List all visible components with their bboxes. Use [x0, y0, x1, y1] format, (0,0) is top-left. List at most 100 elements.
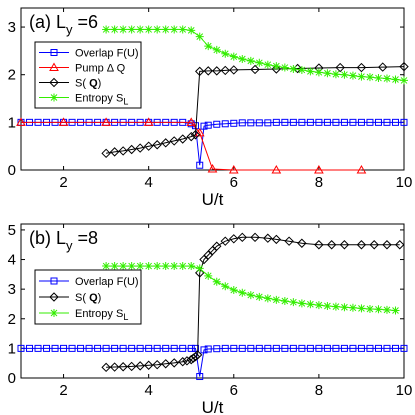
data-point: [272, 344, 280, 352]
data-point: [349, 344, 357, 352]
legend-marker: [49, 77, 59, 88]
data-point: [16, 117, 26, 126]
legend-marker: [50, 309, 58, 317]
data-point: [182, 356, 192, 366]
data-point: [17, 344, 25, 352]
data-point: [220, 236, 230, 246]
data-point: [178, 134, 188, 144]
data-point: [200, 346, 208, 354]
data-point: [135, 361, 145, 371]
x-axis-title: U/t: [202, 398, 224, 415]
data-point: [191, 344, 199, 352]
data-point: [207, 164, 218, 173]
data-point: [237, 232, 247, 243]
data-point: [306, 344, 314, 352]
data-point: [109, 147, 120, 157]
data-point: [178, 357, 188, 367]
data-point: [58, 117, 69, 126]
data-point: [289, 344, 297, 352]
series-2: [101, 61, 409, 159]
data-point: [190, 130, 201, 140]
data-point: [314, 301, 323, 310]
data-point: [247, 344, 255, 352]
x-tick-label: 10: [396, 382, 413, 399]
data-point: [357, 72, 366, 81]
data-point: [170, 344, 178, 352]
data-point: [212, 241, 222, 251]
legend-label-sub: L: [123, 97, 128, 107]
data-point: [391, 75, 400, 84]
legend: Overlap F(U) Pump Δ Q S( Q) Entropy SL: [34, 41, 142, 109]
data-point: [228, 164, 239, 174]
data-point: [306, 300, 315, 309]
data-point: [187, 26, 196, 35]
data-point: [192, 350, 203, 360]
data-point: [213, 345, 221, 353]
data-point: [178, 25, 187, 34]
plot-frame: [20, 223, 405, 379]
data-point: [143, 117, 154, 126]
data-point: [195, 32, 204, 41]
data-point: [356, 164, 367, 174]
x-tick-label: 6: [230, 382, 238, 399]
data-point: [374, 344, 382, 352]
data-point: [264, 119, 272, 127]
data-point: [289, 64, 298, 73]
data-point: [255, 292, 264, 301]
x-tick-label: 4: [144, 174, 152, 191]
data-point: [395, 240, 405, 250]
legend-label-main: Pump Δ Q: [75, 63, 126, 75]
data-point: [187, 344, 195, 352]
data-point: [340, 70, 349, 79]
data-point: [306, 118, 314, 126]
data-point: [271, 64, 282, 74]
data-point: [348, 71, 357, 80]
data-point: [152, 359, 162, 370]
data-point: [349, 118, 357, 126]
series-line: [106, 28, 405, 81]
x-tick-label: 2: [59, 174, 67, 191]
data-point: [43, 344, 51, 352]
y-tick-label: 3: [8, 19, 16, 36]
data-point: [357, 118, 365, 126]
data-point: [101, 362, 111, 373]
data-point: [169, 136, 179, 146]
x-tick-label: 10: [396, 174, 413, 191]
data-point: [119, 344, 127, 352]
data-point: [126, 144, 137, 155]
data-point: [365, 73, 374, 82]
data-point: [382, 305, 391, 314]
data-point: [119, 262, 128, 271]
data-point: [153, 344, 161, 352]
data-point: [102, 344, 110, 352]
data-point: [339, 240, 350, 250]
data-point: [391, 344, 399, 352]
series-line: [106, 66, 405, 154]
data-point: [383, 344, 391, 352]
data-point: [136, 344, 144, 352]
data-point: [118, 362, 128, 372]
data-point: [400, 76, 408, 85]
data-point: [212, 277, 221, 286]
data-point: [263, 233, 273, 243]
legend-label: Entropy SL: [75, 308, 128, 322]
panel-b: 2 4 6 8 10 0 1 2 3 4 5 U/t (b) Ly =8 Overlap F(U) S( Q…: [8, 222, 413, 415]
data-point: [340, 118, 348, 126]
data-point: [170, 262, 179, 271]
legend-label: Pump Δ Q: [75, 63, 126, 75]
y-tick-label: 2: [8, 311, 16, 328]
data-point: [315, 344, 323, 352]
data-point: [250, 232, 260, 243]
legend-marker: [50, 277, 58, 285]
legend-label-end: ): [98, 292, 102, 304]
data-point: [136, 262, 145, 271]
legend-marker: [49, 62, 59, 71]
data-point: [204, 271, 213, 280]
data-point: [263, 60, 272, 69]
data-point: [365, 304, 374, 313]
data-point: [323, 69, 332, 78]
data-point: [271, 164, 282, 174]
data-point: [26, 344, 34, 352]
series-1: [101, 232, 405, 373]
legend-label: Overlap F(U): [75, 48, 139, 60]
